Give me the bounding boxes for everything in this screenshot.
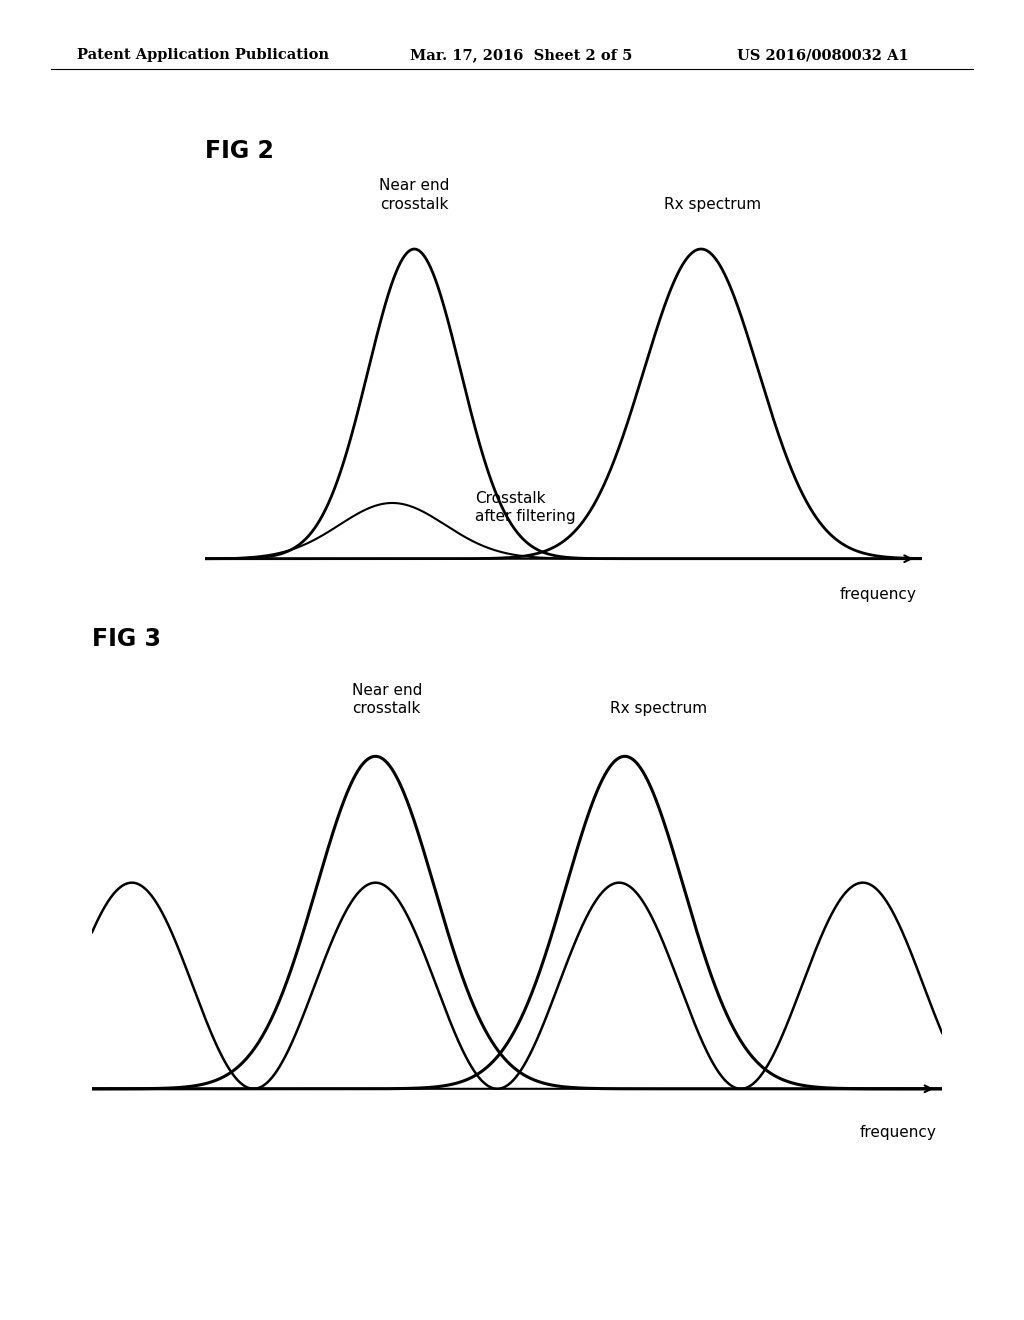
Text: Crosstalk
after filtering: Crosstalk after filtering [475, 491, 575, 524]
Text: Near end
crosstalk: Near end crosstalk [379, 178, 450, 213]
Text: frequency: frequency [840, 586, 916, 602]
Text: frequency: frequency [859, 1126, 936, 1140]
Text: Rx spectrum: Rx spectrum [610, 701, 708, 717]
Text: FIG 3: FIG 3 [92, 627, 161, 651]
Text: Rx spectrum: Rx spectrum [664, 197, 761, 213]
Text: Patent Application Publication: Patent Application Publication [77, 49, 329, 62]
Text: Mar. 17, 2016  Sheet 2 of 5: Mar. 17, 2016 Sheet 2 of 5 [410, 49, 632, 62]
Text: US 2016/0080032 A1: US 2016/0080032 A1 [737, 49, 909, 62]
Text: Near end
crosstalk: Near end crosstalk [351, 682, 422, 717]
Text: FIG 2: FIG 2 [205, 139, 273, 162]
